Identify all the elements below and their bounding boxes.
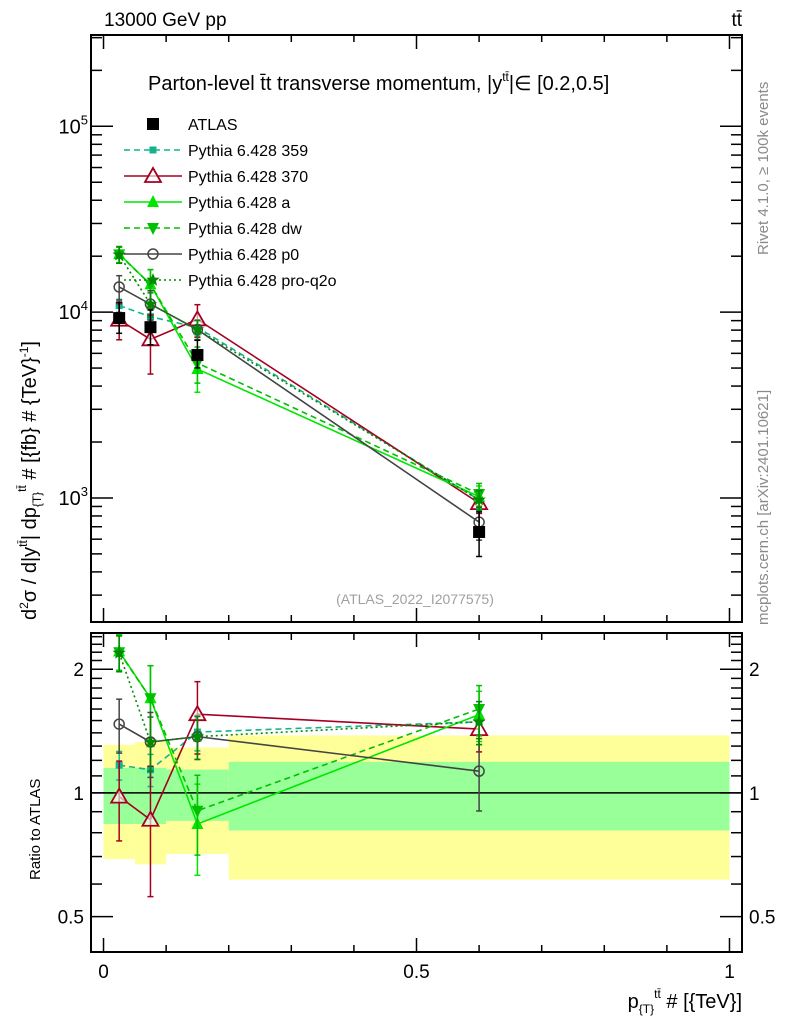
legend-marker <box>146 273 160 286</box>
legend-item: Pythia 6.428 a <box>124 195 290 212</box>
ratio-line <box>119 721 480 771</box>
legend-item: Pythia 6.428 359 <box>124 143 308 160</box>
atlas-data-point <box>113 312 126 325</box>
series-line <box>118 253 480 498</box>
rivet-label: Rivet 4.1.0, ≥ 100k events <box>755 82 772 255</box>
data-point <box>190 322 205 336</box>
ratio-tick-label-right: 1 <box>749 784 760 805</box>
plot-title: Parton-level t̄t transverse momentum, |y… <box>148 70 609 95</box>
atlas-data-point <box>144 321 157 334</box>
x-tick-label: 1 <box>724 962 735 983</box>
ratio-plot-series <box>109 634 489 898</box>
legend-label: Pythia 6.428 359 <box>188 143 308 160</box>
legend-label: Pythia 6.428 p0 <box>188 247 299 264</box>
header-process: tt̄ <box>731 10 742 31</box>
ratio-point <box>113 718 125 730</box>
x-tick-label: 0.5 <box>403 962 429 983</box>
ratio-series-pythia-6-428-370 <box>109 680 489 898</box>
ratio-point <box>473 765 485 777</box>
legend-item: Pythia 6.428 dw <box>124 221 302 238</box>
ratio-point <box>472 714 486 728</box>
ratio-tick-label-left: 2 <box>73 660 84 681</box>
data-point <box>472 492 486 506</box>
mcplots-label: mcplots.cern.ch [arXiv:2401.10621] <box>755 390 772 625</box>
data-point <box>113 281 125 293</box>
legend-marker <box>147 195 159 207</box>
series-line <box>118 254 480 501</box>
ratio-point <box>140 809 161 827</box>
series-atlas <box>113 301 486 558</box>
legend-label: Pythia 6.428 a <box>188 195 290 212</box>
series-line <box>118 253 480 495</box>
legend-marker <box>147 223 159 235</box>
legend-item: Pythia 6.428 p0 <box>124 247 299 264</box>
series-line <box>118 286 480 523</box>
series-pythia-6-428-370 <box>109 302 489 515</box>
x-axis-label: p{T}tt̄ # [{TeV}] <box>628 987 742 1016</box>
ratio-point <box>191 805 204 818</box>
ratio-point <box>190 729 205 743</box>
atlas-data-point <box>473 525 486 538</box>
ratio-point <box>109 786 129 804</box>
legend-item: Pythia 6.428 370 <box>124 166 308 186</box>
data-point <box>112 247 126 261</box>
y-tick-label: 105 <box>59 112 88 138</box>
ratio-line <box>118 723 480 772</box>
header-energy: 13000 GeV pp <box>104 10 227 31</box>
ratio-tick-label-left: 1 <box>73 784 84 805</box>
ratio-line <box>118 650 480 826</box>
ratio-series-pythia-6-428-pro-q2o <box>112 635 486 772</box>
legend: ATLAS Pythia 6.428 359 Pythia 6.428 370 Pyt… <box>124 117 337 290</box>
legend-marker <box>149 146 157 154</box>
atlas-data-point <box>191 348 204 361</box>
series-line <box>118 318 480 504</box>
x-tick-label: 0 <box>98 962 109 983</box>
y-tick-label: 103 <box>59 484 88 510</box>
legend-item: ATLAS <box>147 117 238 134</box>
main-plot-series <box>109 245 489 558</box>
y-axis-label: d2σ / d|ytt̄| dp{T}tt̄ # [{fb} # {TeV}-1… <box>15 341 44 620</box>
data-point <box>143 297 158 310</box>
legend-item: Pythia 6.428 pro-q2o <box>124 273 337 290</box>
ratio-tick-label-right: 2 <box>749 660 760 681</box>
legend-marker <box>147 248 159 260</box>
series-line <box>118 304 480 501</box>
ratio-point <box>143 735 158 748</box>
legend-label: Pythia 6.428 370 <box>188 169 308 186</box>
y-tick-label: 104 <box>59 298 88 324</box>
legend-label: Pythia 6.428 pro-q2o <box>188 273 337 290</box>
analysis-watermark: (ATLAS_2022_I2077575) <box>336 591 494 607</box>
ratio-tick-label-left: 0.5 <box>58 908 84 929</box>
legend-label: Pythia 6.428 dw <box>188 221 302 238</box>
ratio-point <box>144 693 157 706</box>
ratio-uncertainty-bands <box>91 735 742 880</box>
legend-marker <box>147 118 159 130</box>
ratio-y-axis-label: Ratio to ATLAS <box>27 779 44 880</box>
legend-marker <box>143 166 163 183</box>
ratio-point <box>112 646 126 659</box>
axes-ticks: 0 0.5 1 103 104 105 0.5 0.5 1 1 2 2 <box>58 35 775 983</box>
ratio-line <box>118 713 480 822</box>
ratio-tick-label-right: 0.5 <box>749 908 775 929</box>
legend-label: ATLAS <box>188 117 238 134</box>
